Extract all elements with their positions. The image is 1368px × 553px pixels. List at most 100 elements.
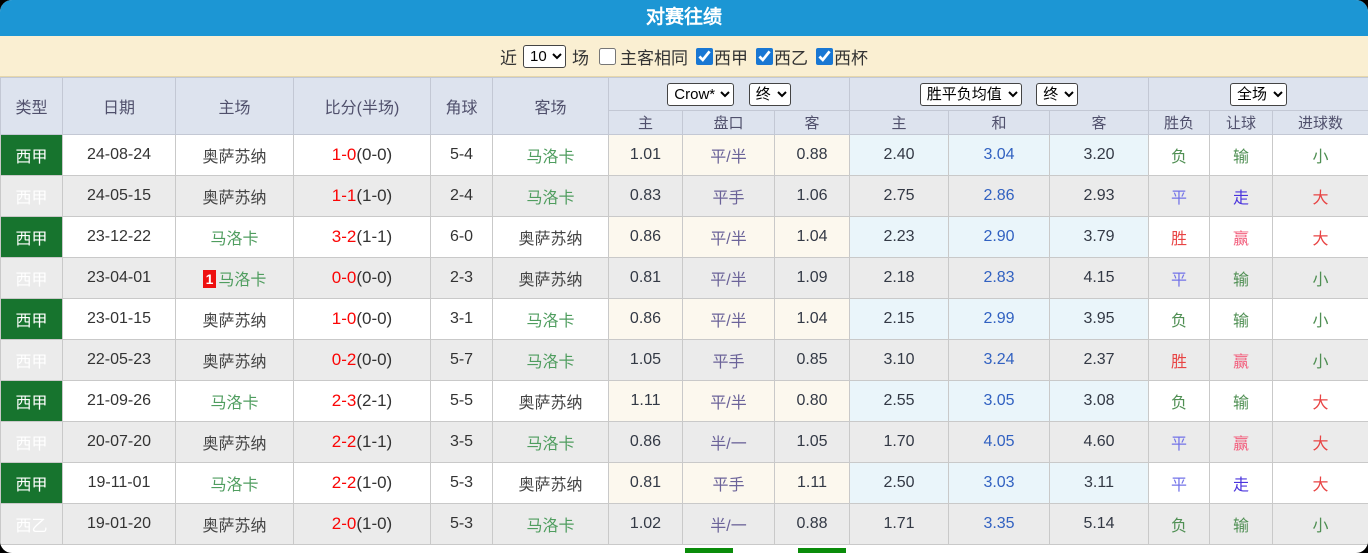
home-team-cell: 奥萨苏纳 [175,298,294,340]
avg-home-cell: 1.71 [849,503,950,545]
avg-draw-cell: 3.35 [948,503,1051,545]
avg-time-select[interactable]: 终 [1036,82,1079,106]
corners-cell: 2-3 [430,257,493,299]
handicap-cell: 半/一 [682,421,775,463]
away-team-name: 马洛卡 [526,149,575,166]
goals-result-cell: 大 [1272,216,1368,258]
corners-cell: 5-3 [430,503,493,545]
result-cell: 胜 [1148,339,1211,381]
handicap-result-cell: 输 [1209,298,1274,340]
goals-result-cell: 小 [1272,134,1368,176]
date-cell: 19-11-01 [62,462,176,504]
avg-home-cell: 2.40 [849,134,950,176]
avg-away-cell: 4.60 [1049,421,1150,463]
odds-time-select[interactable]: 终 [748,82,791,106]
avg-away-cell: 3.11 [1049,462,1150,504]
handicap-cell: 平/半 [682,134,775,176]
score-cell: 3-2(1-1) [293,216,431,258]
home-team-cell: 奥萨苏纳 [175,175,294,217]
odds-home-cell: 0.86 [608,216,683,258]
green-bar [685,548,733,553]
avg-home-cell: 1.70 [849,421,950,463]
avg-away-cell: 4.15 [1049,257,1150,299]
halftime-score: (1-0) [356,514,393,533]
recent-count-select[interactable]: 10 [523,44,566,68]
odds-away-cell: 0.88 [773,503,851,545]
goals-result-cell: 大 [1272,421,1368,463]
avg-away-cell: 3.20 [1049,134,1150,176]
match-row: 西乙 19-01-20 奥萨苏纳 2-0(1-0) 5-3 马洛卡 1.02 半/一 0.88 1… [0,503,1368,545]
away-team-cell: 马洛卡 [492,421,609,463]
away-team-cell: 马洛卡 [492,339,609,381]
away-team-name: 奥萨苏纳 [518,272,583,289]
odds-home-cell: 0.86 [608,421,683,463]
odds-home-cell: 1.02 [608,503,683,545]
avg-source-select[interactable]: 胜平负均值 [919,82,1022,106]
red-number-badge: 1 [202,270,217,288]
panel-title: 对赛往绩 [645,7,722,28]
home-team-cell: 奥萨苏纳 [175,421,294,463]
avg-home-cell: 2.75 [849,175,950,217]
h2h-table: 类型 日期 主场 比分(半场) 角球 客场 Crow* 终 胜平负均值 [0,77,1368,545]
col-header-type: 类型 [0,77,63,135]
avg-home-cell: 2.23 [849,216,950,258]
date-cell: 24-08-24 [62,134,176,176]
odds-away-cell: 0.85 [773,339,851,381]
home-team-name: 奥萨苏纳 [202,436,267,453]
date-cell: 23-12-22 [62,216,176,258]
odds-source-select[interactable]: Crow* [667,82,735,106]
home-team-name: 马洛卡 [218,272,267,289]
odds-home-cell: 0.86 [608,298,683,340]
handicap-result-cell: 赢 [1209,421,1274,463]
corners-cell: 5-3 [430,462,493,504]
goals-result-cell: 大 [1272,462,1368,504]
sub-header-avg-away: 客 [1049,110,1150,135]
segunda-checkbox[interactable] [756,47,773,65]
filter-bar: 近 10 场 主客相同 西甲 西乙 西杯 [0,36,1368,77]
odds-home-cell: 0.81 [608,462,683,504]
match-row: 西甲 23-04-01 1 马洛卡 0-0(0-0) 2-3 奥萨苏纳 0.81 平/半 1.09… [0,257,1368,299]
corners-cell: 3-5 [430,421,493,463]
odds-away-cell: 0.80 [773,380,851,422]
avg-home-cell: 2.15 [849,298,950,340]
green-bar [798,548,846,553]
corners-cell: 5-5 [430,380,493,422]
league-filter-liga: 西甲 [688,44,748,69]
match-row: 西甲 20-07-20 奥萨苏纳 2-2(1-1) 3-5 马洛卡 0.86 半/一 1.05 1… [0,421,1368,463]
away-team-name: 马洛卡 [526,354,575,371]
match-row: 西甲 23-01-15 奥萨苏纳 1-0(0-0) 3-1 马洛卡 0.86 平/半 1.04 2… [0,298,1368,340]
odds-away-cell: 0.88 [773,134,851,176]
score-cell: 1-0(0-0) [293,134,431,176]
league-cell: 西甲 [0,257,63,299]
odds-home-cell: 0.83 [608,175,683,217]
result-cell: 负 [1148,503,1211,545]
halftime-score: (0-0) [356,145,393,164]
halftime-score: (0-0) [356,350,393,369]
score-cell: 1-1(1-0) [293,175,431,217]
home-team-name: 奥萨苏纳 [202,518,267,535]
halftime-score: (1-0) [356,473,393,492]
away-team-name: 奥萨苏纳 [518,395,583,412]
league-cell: 西甲 [0,298,63,340]
avg-away-cell: 5.14 [1049,503,1150,545]
league-cell: 西乙 [0,503,63,545]
scope-select[interactable]: 全场 [1230,82,1288,106]
score-cell: 2-2(1-1) [293,421,431,463]
match-row: 西甲 21-09-26 马洛卡 2-3(2-1) 5-5 奥萨苏纳 1.11 平/半 0.80 2… [0,380,1368,422]
date-cell: 24-05-15 [62,175,176,217]
halftime-score: (0-0) [356,268,393,287]
cup-checkbox[interactable] [816,47,833,65]
league-cell: 西甲 [0,134,63,176]
league-filter-cup: 西杯 [808,44,868,69]
result-cell: 负 [1148,298,1211,340]
same-venue-checkbox[interactable] [599,47,616,65]
segunda-label: 西乙 [774,48,808,68]
halftime-score: (0-0) [356,309,393,328]
col-header-home: 主场 [175,77,294,135]
score-cell: 0-2(0-0) [293,339,431,381]
handicap-result-cell: 赢 [1209,339,1274,381]
liga-checkbox[interactable] [696,47,713,65]
handicap-cell: 平/半 [682,216,775,258]
away-team-cell: 马洛卡 [492,134,609,176]
sub-header-handicap-result: 让球 [1209,110,1274,135]
